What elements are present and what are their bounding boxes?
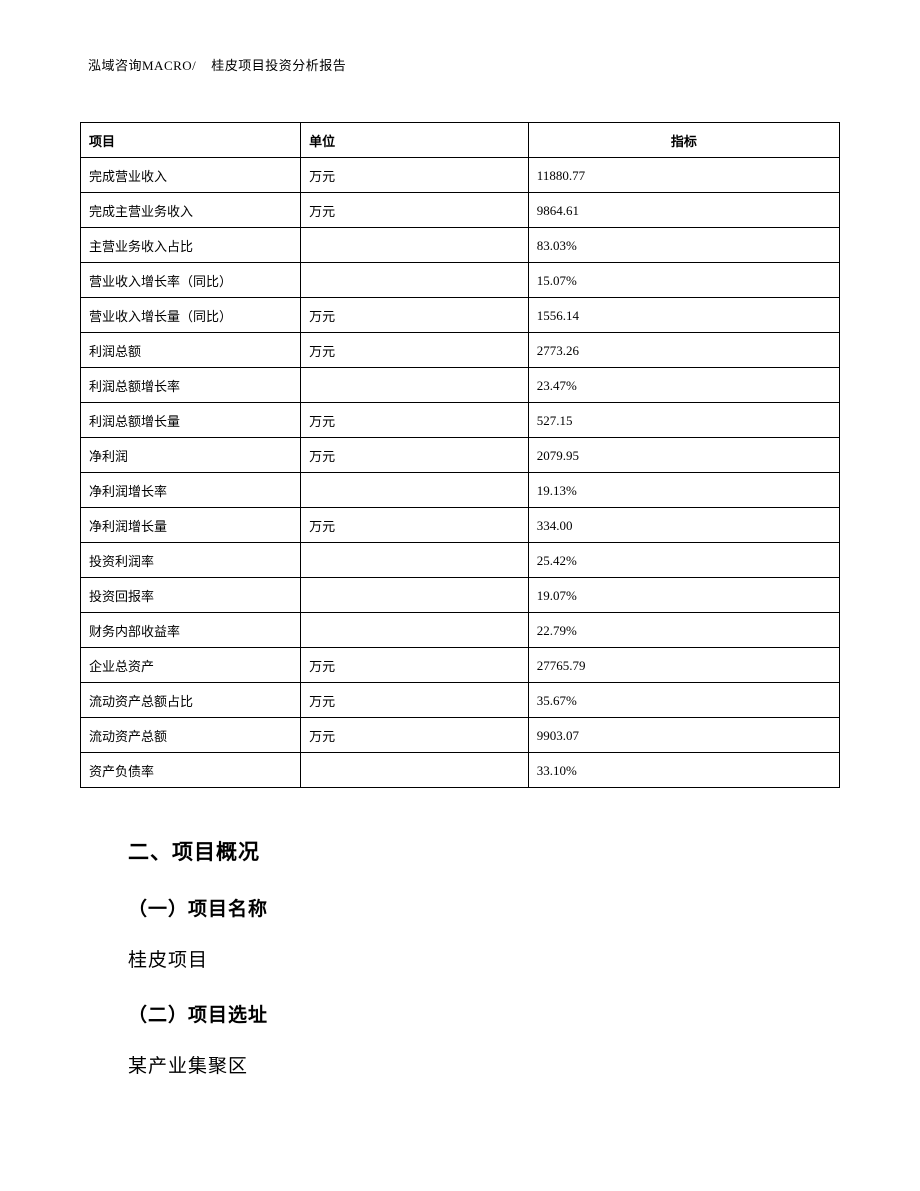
table-row: 净利润万元2079.95 [81,438,840,473]
cell-metric: 83.03% [528,228,839,263]
cell-unit [301,263,529,298]
cell-item: 营业收入增长量（同比） [81,298,301,333]
table-row: 主营业务收入占比 83.03% [81,228,840,263]
table-row: 净利润增长量万元334.00 [81,508,840,543]
table-row: 净利润增长率 19.13% [81,473,840,508]
cell-metric: 2079.95 [528,438,839,473]
cell-unit: 万元 [301,438,529,473]
project-location-value: 某产业集聚区 [128,1051,792,1078]
cell-item: 流动资产总额 [81,718,301,753]
table-row: 利润总额增长量万元527.15 [81,403,840,438]
cell-metric: 19.07% [528,578,839,613]
cell-unit [301,578,529,613]
cell-item: 完成营业收入 [81,158,301,193]
cell-item: 利润总额增长量 [81,403,301,438]
cell-item: 投资利润率 [81,543,301,578]
cell-metric: 33.10% [528,753,839,788]
cell-metric: 27765.79 [528,648,839,683]
cell-item: 利润总额增长率 [81,368,301,403]
table-row: 企业总资产万元27765.79 [81,648,840,683]
table-row: 完成营业收入万元11880.77 [81,158,840,193]
cell-item: 主营业务收入占比 [81,228,301,263]
cell-item: 企业总资产 [81,648,301,683]
cell-metric: 334.00 [528,508,839,543]
cell-metric: 11880.77 [528,158,839,193]
col-header-unit: 单位 [301,123,529,158]
cell-unit: 万元 [301,298,529,333]
cell-item: 利润总额 [81,333,301,368]
cell-unit: 万元 [301,718,529,753]
cell-unit: 万元 [301,403,529,438]
cell-item: 完成主营业务收入 [81,193,301,228]
cell-item: 净利润增长率 [81,473,301,508]
table-row: 营业收入增长量（同比）万元1556.14 [81,298,840,333]
table-row: 投资回报率 19.07% [81,578,840,613]
cell-unit: 万元 [301,508,529,543]
cell-item: 流动资产总额占比 [81,683,301,718]
cell-unit [301,473,529,508]
table-row: 营业收入增长率（同比） 15.07% [81,263,840,298]
cell-item: 投资回报率 [81,578,301,613]
table-header-row: 项目 单位 指标 [81,123,840,158]
cell-metric: 25.42% [528,543,839,578]
col-header-metric: 指标 [528,123,839,158]
cell-unit: 万元 [301,333,529,368]
cell-metric: 35.67% [528,683,839,718]
cell-unit [301,753,529,788]
financial-table: 项目 单位 指标 完成营业收入万元11880.77完成主营业务收入万元9864.… [80,122,840,788]
cell-metric: 2773.26 [528,333,839,368]
header-left: 泓域咨询MACRO/ [88,58,196,73]
document-page: 泓域咨询MACRO/ 桂皮项目投资分析报告 项目 单位 指标 完成营业收入万元1… [0,0,920,1078]
table-row: 利润总额增长率 23.47% [81,368,840,403]
cell-metric: 1556.14 [528,298,839,333]
table-row: 利润总额万元2773.26 [81,333,840,368]
project-name-value: 桂皮项目 [128,945,792,972]
table-row: 财务内部收益率 22.79% [81,613,840,648]
cell-metric: 527.15 [528,403,839,438]
cell-unit [301,228,529,263]
cell-unit: 万元 [301,193,529,228]
subsection-title-project-name: （一）项目名称 [128,894,792,921]
table-row: 投资利润率 25.42% [81,543,840,578]
table-row: 流动资产总额万元9903.07 [81,718,840,753]
subsection-title-project-location: （二）项目选址 [128,1000,792,1027]
cell-item: 净利润 [81,438,301,473]
table-row: 资产负债率 33.10% [81,753,840,788]
cell-metric: 15.07% [528,263,839,298]
cell-metric: 19.13% [528,473,839,508]
page-header: 泓域咨询MACRO/ 桂皮项目投资分析报告 [80,55,840,74]
cell-item: 资产负债率 [81,753,301,788]
header-right: 桂皮项目投资分析报告 [211,58,346,73]
cell-unit [301,368,529,403]
cell-metric: 9864.61 [528,193,839,228]
body-text-block: 二、项目概况 （一）项目名称 桂皮项目 （二）项目选址 某产业集聚区 [80,836,840,1078]
col-header-item: 项目 [81,123,301,158]
table-row: 完成主营业务收入万元9864.61 [81,193,840,228]
cell-metric: 9903.07 [528,718,839,753]
cell-unit: 万元 [301,648,529,683]
cell-unit: 万元 [301,158,529,193]
cell-item: 营业收入增长率（同比） [81,263,301,298]
cell-metric: 23.47% [528,368,839,403]
cell-item: 财务内部收益率 [81,613,301,648]
cell-metric: 22.79% [528,613,839,648]
cell-unit [301,613,529,648]
table-row: 流动资产总额占比万元35.67% [81,683,840,718]
section-heading-overview: 二、项目概况 [128,836,792,866]
cell-item: 净利润增长量 [81,508,301,543]
cell-unit: 万元 [301,683,529,718]
cell-unit [301,543,529,578]
